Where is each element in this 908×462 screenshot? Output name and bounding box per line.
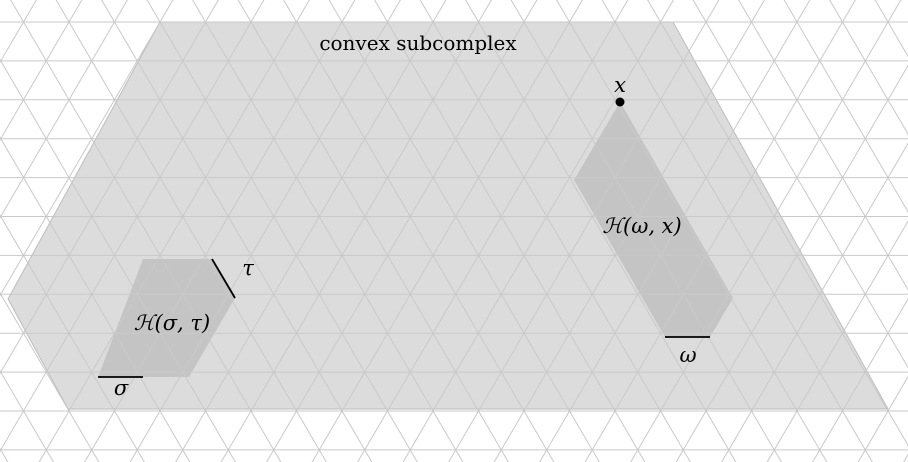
grid-line	[829, 0, 908, 135]
grid-line	[0, 0, 219, 375]
grid-line	[101, 0, 373, 462]
grid-line	[402, 0, 674, 462]
grid-line	[237, 0, 509, 462]
grid-line	[857, 375, 908, 462]
grid-line	[647, 0, 908, 447]
grid-line	[129, 0, 401, 462]
edge-tau-label: τ	[242, 256, 254, 280]
grid-line	[0, 214, 145, 462]
grid-line	[55, 0, 327, 462]
grid-line	[493, 0, 765, 462]
hull-omega-x-label: ℋ(ω, x)	[602, 214, 681, 238]
grid-line	[10, 0, 282, 462]
grid-line	[84, 0, 356, 462]
grid-line	[0, 0, 128, 219]
grid-line	[539, 0, 811, 462]
grid-line	[556, 0, 828, 462]
grid-line	[766, 220, 908, 462]
grid-line	[283, 0, 555, 462]
grid-line	[0, 292, 100, 462]
edge-omega-label: ω	[679, 343, 696, 367]
grid-line	[419, 0, 691, 462]
grid-line	[146, 0, 418, 462]
grid-line	[0, 0, 265, 453]
grid-line	[0, 0, 83, 141]
grid-line	[465, 0, 737, 462]
grid-line	[630, 0, 902, 462]
grid-line	[721, 142, 908, 462]
grid-line	[692, 0, 908, 369]
grid-line	[783, 0, 908, 213]
grid-line	[675, 64, 908, 462]
grid-line	[0, 58, 236, 462]
grid-line	[0, 0, 174, 297]
hull-sigma-tau-region	[98, 259, 235, 377]
grid-line	[0, 369, 54, 462]
grid-line	[0, 136, 191, 462]
grid-line	[266, 0, 538, 462]
grid-line	[601, 0, 873, 462]
grid-line	[328, 0, 600, 462]
hull-omega-x-region	[574, 102, 733, 337]
edge-sigma-label: σ	[114, 376, 129, 400]
grid-line	[812, 298, 908, 462]
grid-line	[357, 0, 629, 462]
vertex-x-dot	[615, 97, 625, 107]
grid-line	[311, 0, 583, 462]
grid-line	[175, 0, 447, 462]
grid-line	[220, 0, 492, 462]
hull-sigma-tau-label: ℋ(σ, τ)	[134, 311, 210, 335]
grid-line	[374, 0, 646, 462]
subcomplex-label: convex subcomplex	[319, 31, 517, 55]
grid-line	[510, 0, 782, 462]
edge-tau	[211, 258, 236, 299]
grid-line	[448, 0, 720, 462]
grid-line	[738, 0, 908, 291]
grid-line	[192, 0, 464, 462]
point-x-label: x	[614, 73, 626, 97]
grid-line	[584, 0, 856, 462]
grid-line	[38, 0, 310, 462]
